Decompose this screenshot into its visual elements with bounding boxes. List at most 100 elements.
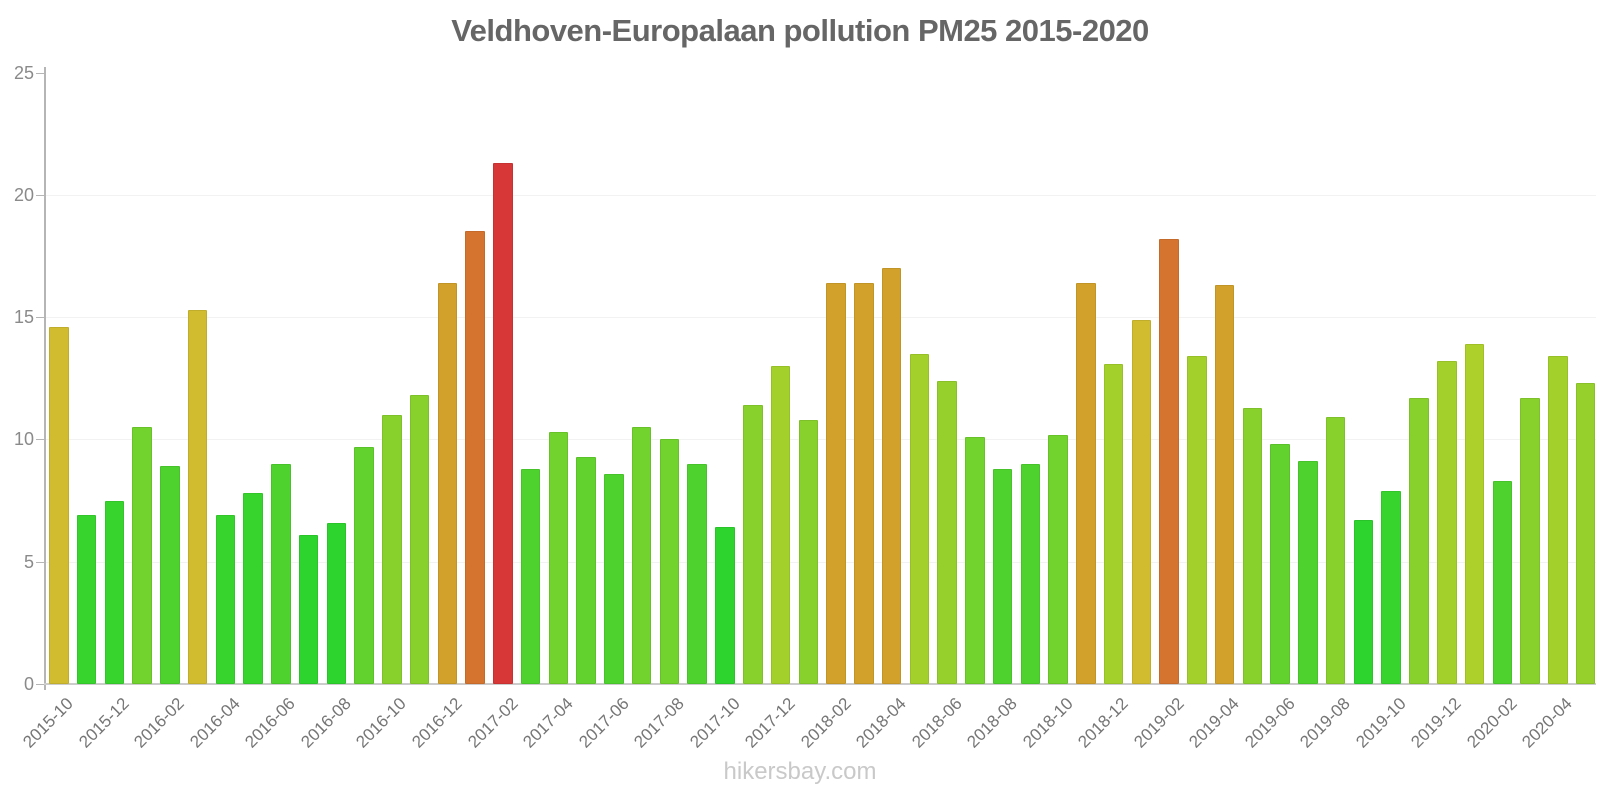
bar-2018-02[interactable]: [826, 282, 846, 684]
x-tick-label-2017-10: 2017-10: [685, 694, 744, 752]
bar-2016-11[interactable]: [409, 395, 430, 684]
x-tick-label-2018-06: 2018-06: [907, 694, 966, 752]
bar-2019-06[interactable]: [1270, 444, 1290, 684]
bar-2018-12[interactable]: [1103, 363, 1124, 684]
x-tick-label-2016-04: 2016-04: [186, 694, 244, 752]
x-tick-label-2016-12: 2016-12: [408, 694, 466, 752]
bar-2020-02[interactable]: [1492, 480, 1513, 684]
x-tick-label-2020-02: 2020-02: [1463, 694, 1521, 752]
gridline-20: [46, 194, 1596, 196]
bar-2017-09[interactable]: [687, 463, 707, 684]
bar-2020-04[interactable]: [1548, 356, 1568, 684]
bar-2016-04[interactable]: [215, 515, 236, 684]
bar-2016-02[interactable]: [160, 466, 180, 684]
bar-2017-10[interactable]: [715, 527, 735, 684]
y-tick-label-15: 15: [13, 307, 34, 328]
bar-2017-11[interactable]: [743, 405, 763, 684]
x-tick-label-2018-10: 2018-10: [1019, 694, 1077, 752]
bar-2017-08[interactable]: [659, 439, 680, 684]
y-tick-label-10: 10: [13, 429, 34, 450]
bar-2016-07[interactable]: [298, 534, 319, 684]
y-tick-label-5: 5: [23, 551, 34, 572]
bar-2018-11[interactable]: [1076, 282, 1096, 684]
x-tick-label-2017-06: 2017-06: [574, 694, 633, 752]
y-tick-mark-10: [36, 439, 44, 441]
bar-2017-02[interactable]: [493, 163, 513, 684]
bar-2016-05[interactable]: [243, 493, 263, 684]
bar-2016-08[interactable]: [326, 522, 347, 684]
bar-2017-05[interactable]: [576, 456, 596, 684]
y-tick-mark-20: [36, 194, 44, 196]
bar-2019-08[interactable]: [1325, 417, 1346, 684]
x-tick-label-2018-08: 2018-08: [963, 694, 1022, 752]
bar-2017-07[interactable]: [631, 427, 652, 684]
y-tick-label-25: 25: [13, 62, 34, 83]
x-tick-label-2017-08: 2017-08: [630, 694, 688, 752]
bar-2017-06[interactable]: [604, 473, 624, 684]
x-tick-label-2019-08: 2019-08: [1296, 694, 1355, 752]
x-tick-label-2020-04: 2020-04: [1518, 694, 1577, 752]
bar-2018-05[interactable]: [909, 353, 930, 684]
bar-2020-01[interactable]: [1464, 344, 1485, 684]
gridline-5: [46, 561, 1596, 563]
y-tick-label-20: 20: [13, 184, 34, 205]
bar-2016-01[interactable]: [132, 427, 152, 684]
bar-2015-11[interactable]: [76, 515, 97, 684]
y-axis-line: [44, 67, 46, 690]
x-tick-label-2019-04: 2019-04: [1185, 694, 1244, 752]
bar-2017-12[interactable]: [770, 366, 791, 684]
bar-2019-11[interactable]: [1409, 397, 1429, 684]
bar-2019-01[interactable]: [1131, 319, 1152, 684]
gridline-15: [46, 317, 1596, 319]
bar-2019-03[interactable]: [1187, 356, 1207, 684]
x-tick-label-2016-06: 2016-06: [241, 694, 300, 752]
x-tick-label-2016-10: 2016-10: [352, 694, 411, 752]
bar-2018-10[interactable]: [1048, 434, 1068, 684]
x-tick-label-2018-04: 2018-04: [852, 694, 910, 752]
x-tick-label-2017-12: 2017-12: [741, 694, 799, 752]
bar-2019-10[interactable]: [1381, 490, 1401, 684]
y-tick-mark-15: [36, 317, 44, 319]
bar-2018-08[interactable]: [992, 468, 1013, 684]
bar-2016-12[interactable]: [437, 282, 458, 684]
bar-2019-07[interactable]: [1298, 461, 1318, 684]
bar-2017-01[interactable]: [465, 231, 485, 684]
bar-2019-05[interactable]: [1242, 407, 1263, 684]
bar-2016-06[interactable]: [271, 463, 291, 684]
x-tick-label-2019-06: 2019-06: [1241, 694, 1299, 752]
bar-2018-03[interactable]: [854, 282, 874, 684]
x-tick-label-2016-02: 2016-02: [130, 694, 189, 752]
x-tick-label-2018-02: 2018-02: [796, 694, 855, 752]
y-tick-label-0: 0: [23, 674, 34, 694]
bar-2019-12[interactable]: [1437, 361, 1457, 684]
bar-2020-03[interactable]: [1520, 397, 1540, 684]
y-tick-mark-25: [36, 72, 44, 74]
chart-title: Veldhoven-Europalaan pollution PM25 2015…: [451, 13, 1149, 48]
bar-2015-10[interactable]: [49, 326, 69, 684]
bar-2018-06[interactable]: [937, 380, 957, 684]
x-tick-label-2017-02: 2017-02: [463, 694, 522, 752]
gridline-10: [46, 439, 1596, 441]
bar-2015-12[interactable]: [104, 500, 125, 684]
bar-2018-09[interactable]: [1020, 463, 1041, 684]
x-tick-label-2018-12: 2018-12: [1074, 694, 1133, 752]
x-tick-label-2017-04: 2017-04: [519, 694, 577, 752]
x-tick-label-2019-02: 2019-02: [1130, 694, 1188, 752]
y-tick-mark-5: [36, 561, 44, 563]
bar-2016-10[interactable]: [382, 414, 402, 684]
x-tick-label-2015-12: 2015-12: [75, 694, 133, 752]
bar-2018-04[interactable]: [881, 268, 902, 684]
x-tick-label-2019-12: 2019-12: [1407, 694, 1466, 752]
bar-2017-03[interactable]: [520, 468, 541, 684]
bar-2017-04[interactable]: [548, 432, 569, 684]
bar-2019-02[interactable]: [1159, 238, 1179, 684]
bar-2016-03[interactable]: [187, 309, 208, 684]
bar-2018-07[interactable]: [965, 436, 985, 684]
bar-2020-05[interactable]: [1575, 383, 1596, 684]
bar-2016-09[interactable]: [354, 446, 374, 684]
bar-2018-01[interactable]: [798, 419, 819, 684]
hikersbay-link[interactable]: hikersbay.com: [723, 758, 877, 785]
bar-2019-09[interactable]: [1353, 520, 1374, 684]
bar-2019-04[interactable]: [1214, 285, 1235, 684]
